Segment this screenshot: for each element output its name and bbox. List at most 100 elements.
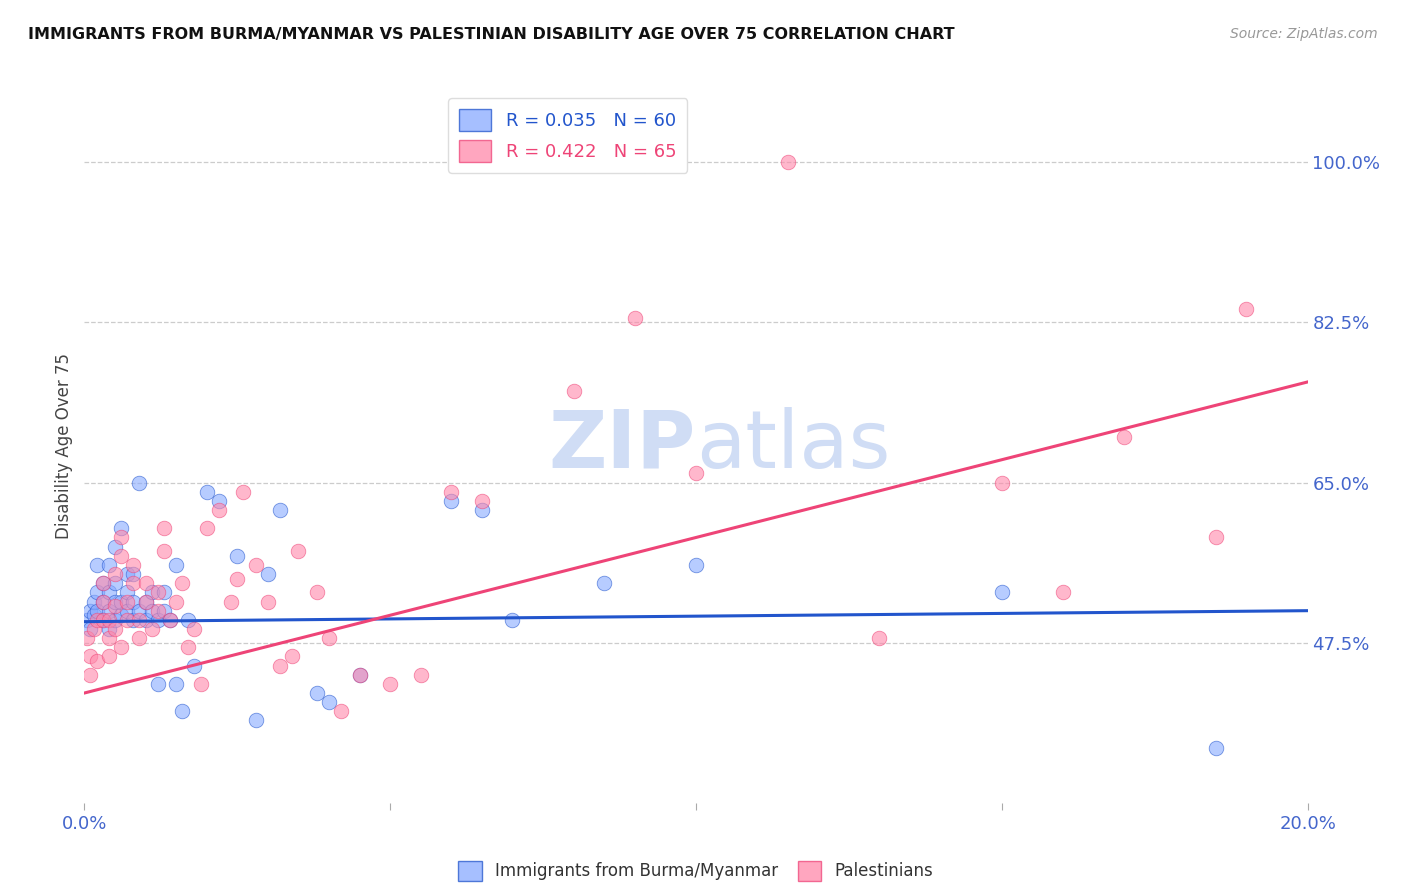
Text: IMMIGRANTS FROM BURMA/MYANMAR VS PALESTINIAN DISABILITY AGE OVER 75 CORRELATION : IMMIGRANTS FROM BURMA/MYANMAR VS PALESTI… [28, 27, 955, 42]
Point [141, 622, 163, 636]
Point [146, 585, 169, 599]
Text: atlas: atlas [696, 407, 890, 485]
Point [115, 585, 138, 599]
Point [318, 631, 340, 645]
Point [562, 384, 585, 398]
Point [115, 594, 138, 608]
Y-axis label: Disability Age Over 75: Disability Age Over 75 [55, 353, 73, 539]
Point [165, 558, 187, 572]
Point [83, 608, 105, 623]
Point [122, 567, 145, 582]
Point [153, 585, 176, 599]
Point [141, 585, 163, 599]
Point [115, 567, 138, 582]
Point [79, 622, 101, 636]
Point [269, 658, 291, 673]
Point [159, 613, 181, 627]
Point [153, 544, 176, 558]
Point [83, 594, 105, 608]
Point [991, 475, 1014, 490]
Point [1205, 531, 1227, 545]
Point [86, 585, 108, 599]
Point [195, 521, 218, 535]
Point [257, 594, 280, 608]
Point [146, 613, 169, 627]
Point [226, 572, 249, 586]
Point [115, 613, 138, 627]
Point [177, 640, 200, 655]
Point [146, 677, 169, 691]
Point [141, 604, 163, 618]
Point [232, 484, 254, 499]
Point [79, 604, 101, 618]
Point [593, 576, 616, 591]
Point [91, 594, 114, 608]
Point [409, 667, 432, 681]
Point [86, 604, 108, 618]
Point [281, 649, 304, 664]
Point [869, 631, 891, 645]
Point [110, 640, 132, 655]
Point [1114, 430, 1136, 444]
Point [110, 608, 132, 623]
Point [135, 594, 157, 608]
Point [177, 613, 200, 627]
Point [135, 576, 157, 591]
Point [86, 654, 108, 668]
Point [245, 558, 267, 572]
Point [76, 613, 98, 627]
Point [97, 585, 120, 599]
Point [226, 549, 249, 563]
Point [153, 521, 176, 535]
Text: Source: ZipAtlas.com: Source: ZipAtlas.com [1230, 27, 1378, 41]
Point [195, 484, 218, 499]
Point [91, 613, 114, 627]
Point [110, 549, 132, 563]
Point [146, 604, 169, 618]
Point [135, 594, 157, 608]
Point [104, 622, 127, 636]
Point [91, 594, 114, 608]
Point [991, 585, 1014, 599]
Point [245, 714, 267, 728]
Point [128, 631, 150, 645]
Point [86, 613, 108, 627]
Point [305, 585, 328, 599]
Point [471, 494, 494, 508]
Point [83, 622, 105, 636]
Point [97, 631, 120, 645]
Point [104, 576, 127, 591]
Point [128, 604, 150, 618]
Point [165, 594, 187, 608]
Point [1205, 740, 1227, 755]
Point [685, 558, 707, 572]
Point [79, 649, 101, 664]
Point [172, 704, 194, 718]
Point [159, 613, 181, 627]
Point [86, 558, 108, 572]
Point [440, 484, 463, 499]
Point [172, 576, 194, 591]
Point [269, 503, 291, 517]
Point [128, 475, 150, 490]
Legend: Immigrants from Burma/Myanmar, Palestinians: Immigrants from Burma/Myanmar, Palestini… [451, 855, 941, 888]
Point [104, 594, 127, 608]
Point [305, 686, 328, 700]
Point [318, 695, 340, 709]
Point [122, 613, 145, 627]
Point [115, 604, 138, 618]
Point [183, 622, 205, 636]
Point [122, 558, 145, 572]
Point [110, 531, 132, 545]
Point [97, 558, 120, 572]
Point [183, 658, 205, 673]
Point [135, 613, 157, 627]
Point [349, 667, 371, 681]
Point [104, 567, 127, 582]
Point [165, 677, 187, 691]
Point [380, 677, 402, 691]
Point [104, 540, 127, 554]
Point [79, 667, 101, 681]
Point [110, 594, 132, 608]
Point [502, 613, 524, 627]
